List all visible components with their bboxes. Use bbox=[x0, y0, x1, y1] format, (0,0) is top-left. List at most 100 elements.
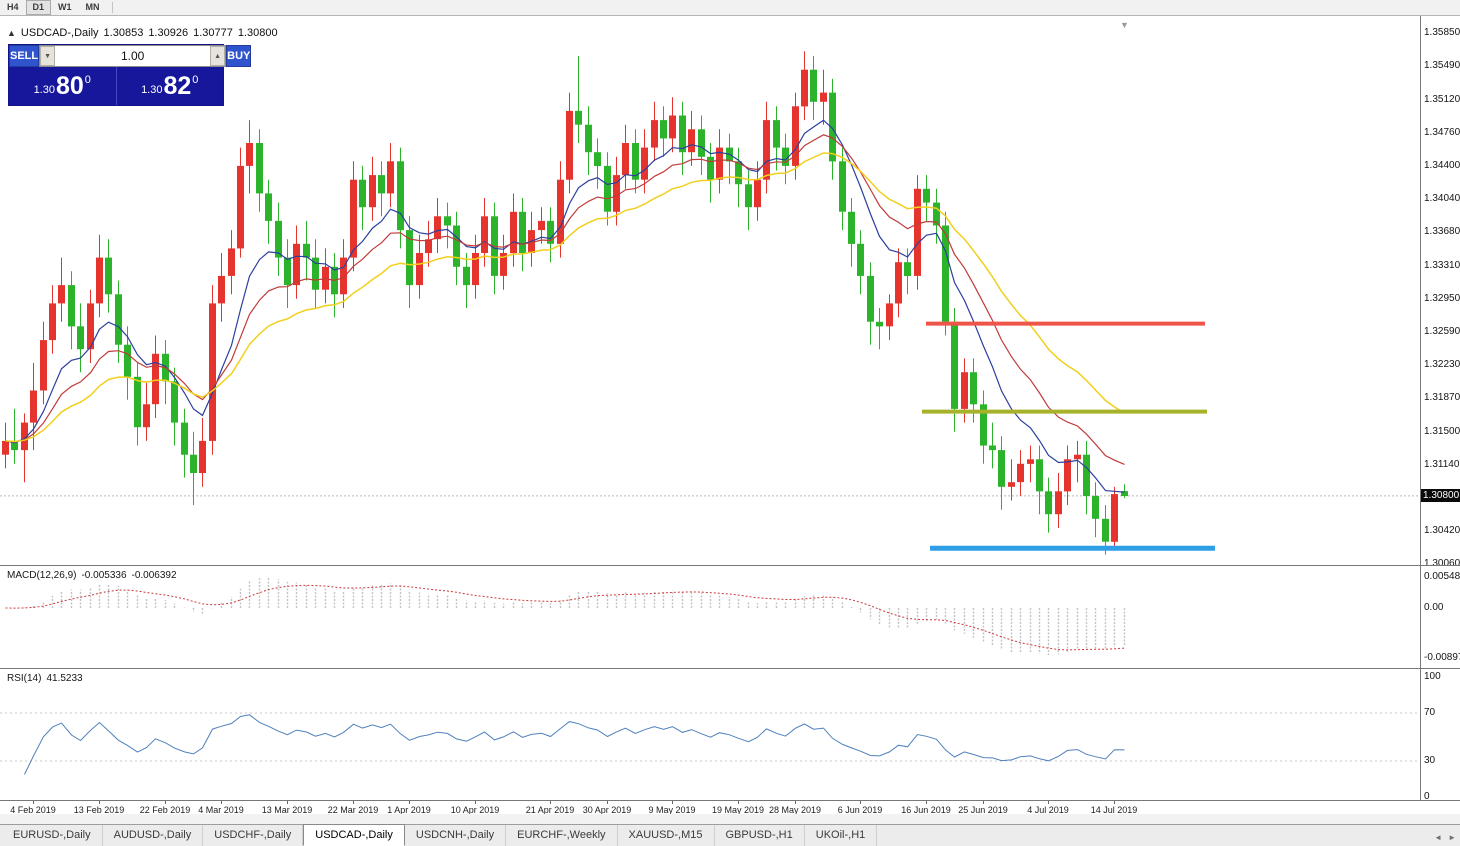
ohlc-high: 1.30926 bbox=[148, 27, 189, 39]
ma-slow-yellow-line bbox=[5, 152, 1125, 443]
candle bbox=[246, 120, 253, 194]
candle bbox=[30, 363, 37, 451]
chart-tab-xauusd-m15[interactable]: XAUUSD-,M15 bbox=[618, 825, 715, 846]
candle bbox=[87, 289, 94, 363]
symbol-period-label: USDCAD-,Daily bbox=[20, 27, 99, 39]
candle bbox=[745, 170, 752, 231]
date-tick bbox=[409, 801, 410, 804]
date-tick bbox=[795, 801, 796, 804]
date-label: 25 Jun 2019 bbox=[958, 805, 1008, 815]
date-tick bbox=[860, 801, 861, 804]
candle bbox=[792, 92, 799, 180]
rsi-label: RSI(14) 41.5233 bbox=[7, 673, 88, 684]
sell-price[interactable]: 1.30 80 0 bbox=[9, 67, 117, 105]
price-axis[interactable]: 1.30800 1.35850 1.35490 1.35120 1.34760 1.34… bbox=[1420, 16, 1460, 802]
horizontal-scroll-strip[interactable] bbox=[0, 814, 1460, 824]
chart-shift-marker-icon[interactable]: ▼ bbox=[1120, 20, 1129, 30]
candle bbox=[425, 220, 432, 267]
candlestick-chart[interactable] bbox=[0, 16, 1420, 565]
candle bbox=[810, 55, 817, 121]
candle bbox=[322, 248, 329, 304]
candle bbox=[152, 335, 159, 418]
candle bbox=[105, 239, 112, 313]
candle bbox=[1017, 450, 1024, 496]
ma-fast-blue-line bbox=[5, 119, 1125, 493]
date-label: 4 Jul 2019 bbox=[1027, 805, 1069, 815]
axis-label: 0 bbox=[1424, 791, 1430, 802]
macd-pane[interactable]: MACD(12,26,9) -0.005336 -0.006392 bbox=[0, 566, 1420, 668]
rsi-pane[interactable]: RSI(14) 41.5233 bbox=[0, 669, 1420, 800]
candle bbox=[416, 234, 423, 299]
candle bbox=[867, 262, 874, 345]
chart-tab-eurchf-weekly[interactable]: EURCHF-,Weekly bbox=[506, 825, 618, 846]
date-tick bbox=[550, 801, 551, 804]
chart-tab-ukoil-h1[interactable]: UKOil-,H1 bbox=[805, 825, 878, 846]
macd-label: MACD(12,26,9) -0.005336 -0.006392 bbox=[7, 570, 182, 581]
chart-tab-usdcad-daily[interactable]: USDCAD-,Daily bbox=[303, 824, 405, 846]
chart-tab-eurusd-daily[interactable]: EURUSD-,Daily bbox=[2, 825, 103, 846]
candle bbox=[444, 202, 451, 249]
buy-price-pip: 0 bbox=[192, 73, 199, 86]
timeframe-w1-button[interactable]: W1 bbox=[51, 0, 79, 15]
date-label: 30 Apr 2019 bbox=[582, 805, 632, 815]
candle bbox=[641, 129, 648, 194]
chart-tab-usdchf-daily[interactable]: USDCHF-,Daily bbox=[203, 825, 304, 846]
candle bbox=[115, 280, 122, 363]
volume-increase-button[interactable]: ▲ bbox=[210, 46, 226, 66]
candle bbox=[228, 230, 235, 295]
tab-scroll-left-button[interactable]: ◄ bbox=[1434, 833, 1443, 842]
candle bbox=[143, 381, 150, 441]
candle bbox=[209, 285, 216, 455]
date-tick bbox=[353, 801, 354, 804]
candle bbox=[500, 234, 507, 290]
candle bbox=[632, 129, 639, 194]
candle bbox=[387, 143, 394, 208]
timeframe-d1-button[interactable]: D1 bbox=[25, 0, 52, 15]
candle bbox=[519, 198, 526, 272]
chart-tab-gbpusd-h1[interactable]: GBPUSD-,H1 bbox=[715, 825, 805, 846]
candle bbox=[284, 239, 291, 308]
candle bbox=[754, 161, 761, 221]
ohlc-low: 1.30777 bbox=[193, 27, 233, 39]
candle bbox=[594, 138, 601, 189]
candle bbox=[660, 106, 667, 157]
candle bbox=[453, 211, 460, 286]
date-label: 6 Jun 2019 bbox=[837, 805, 883, 815]
axis-label: 1.35490 bbox=[1424, 60, 1460, 71]
sell-button[interactable]: SELL bbox=[9, 45, 40, 67]
pane-separator[interactable] bbox=[0, 565, 1460, 566]
axis-label: 1.32230 bbox=[1424, 358, 1460, 370]
candle bbox=[848, 198, 855, 267]
buy-price[interactable]: 1.30 82 0 bbox=[117, 67, 224, 105]
candle bbox=[340, 239, 347, 308]
chart-tabs-bar: ◄ ► EURUSD-,Daily AUDUSD-,Daily USDCHF-,Dai… bbox=[0, 824, 1460, 846]
volume-input[interactable] bbox=[55, 46, 211, 66]
candle bbox=[1055, 473, 1062, 528]
candle bbox=[11, 408, 18, 464]
date-tick bbox=[165, 801, 166, 804]
timeframe-h4-button[interactable]: H4 bbox=[0, 0, 26, 15]
buy-button[interactable]: BUY bbox=[226, 45, 252, 67]
axis-label: 1.31140 bbox=[1424, 458, 1460, 470]
date-label: 1 Apr 2019 bbox=[387, 805, 431, 815]
chart-tab-audusd-daily[interactable]: AUDUSD-,Daily bbox=[103, 825, 204, 846]
candle bbox=[359, 165, 366, 231]
volume-decrease-button[interactable]: ▼ bbox=[40, 46, 56, 66]
axis-label: 1.31870 bbox=[1424, 391, 1460, 403]
tab-scroll-right-button[interactable]: ► bbox=[1448, 833, 1456, 842]
candle bbox=[293, 225, 300, 299]
candle bbox=[199, 418, 206, 487]
chart-tab-usdcnh-daily[interactable]: USDCNH-,Daily bbox=[405, 825, 507, 846]
pane-separator[interactable] bbox=[0, 668, 1460, 669]
main-chart-pane[interactable]: ▲ USDCAD-,Daily 1.30853 1.30926 1.30777 1.308… bbox=[0, 16, 1420, 565]
date-tick bbox=[738, 801, 739, 804]
date-tick bbox=[926, 801, 927, 804]
date-tick bbox=[33, 801, 34, 804]
date-tick bbox=[99, 801, 100, 804]
axis-label: -0.008975 bbox=[1424, 652, 1460, 664]
candle bbox=[21, 413, 28, 483]
collapse-arrow-icon[interactable]: ▲ bbox=[7, 28, 16, 38]
date-tick bbox=[1114, 801, 1115, 804]
candle bbox=[350, 161, 357, 272]
timeframe-mn-button[interactable]: MN bbox=[79, 0, 107, 15]
